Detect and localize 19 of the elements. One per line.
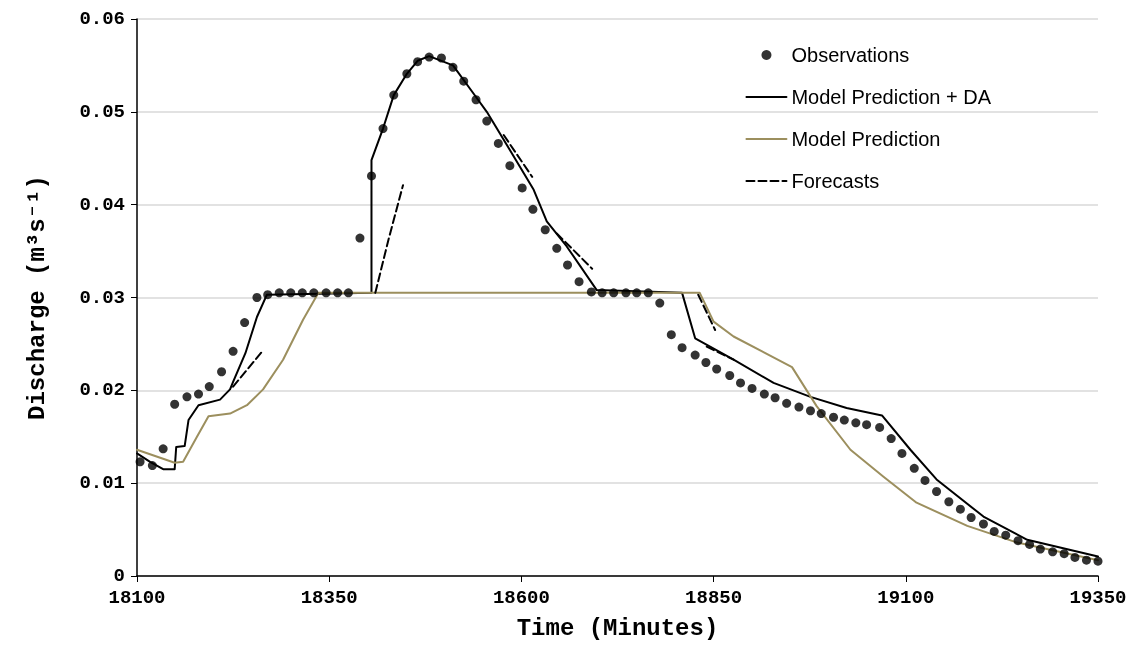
y-tick-label: 0.01 — [79, 472, 125, 495]
y-tick-label: 0.06 — [79, 8, 125, 30]
legend-label: Model Prediction — [791, 128, 941, 150]
x-tick-label: 19100 — [877, 586, 935, 609]
x-tick-label: 18100 — [108, 586, 166, 609]
x-tick-label: 19350 — [1069, 586, 1127, 609]
legend-label: Forecasts — [791, 170, 880, 192]
y-tick-label: 0.03 — [79, 286, 125, 309]
legend-label: Observations — [791, 44, 910, 66]
y-tick-label: 0.02 — [79, 379, 125, 402]
x-tick-label: 18600 — [492, 586, 550, 609]
y-tick-label: 0.05 — [79, 100, 125, 123]
x-tick-label: 18350 — [300, 586, 358, 609]
x-tick-label: 18850 — [685, 586, 743, 609]
y-axis-title: Discharge (m³s⁻¹) — [23, 175, 51, 420]
y-tick-label: 0.04 — [79, 193, 125, 216]
legend-label: Model Prediction + DA — [791, 86, 992, 108]
x-axis-title: Time (Minutes) — [516, 614, 719, 642]
y-tick-label: 0 — [113, 565, 125, 587]
